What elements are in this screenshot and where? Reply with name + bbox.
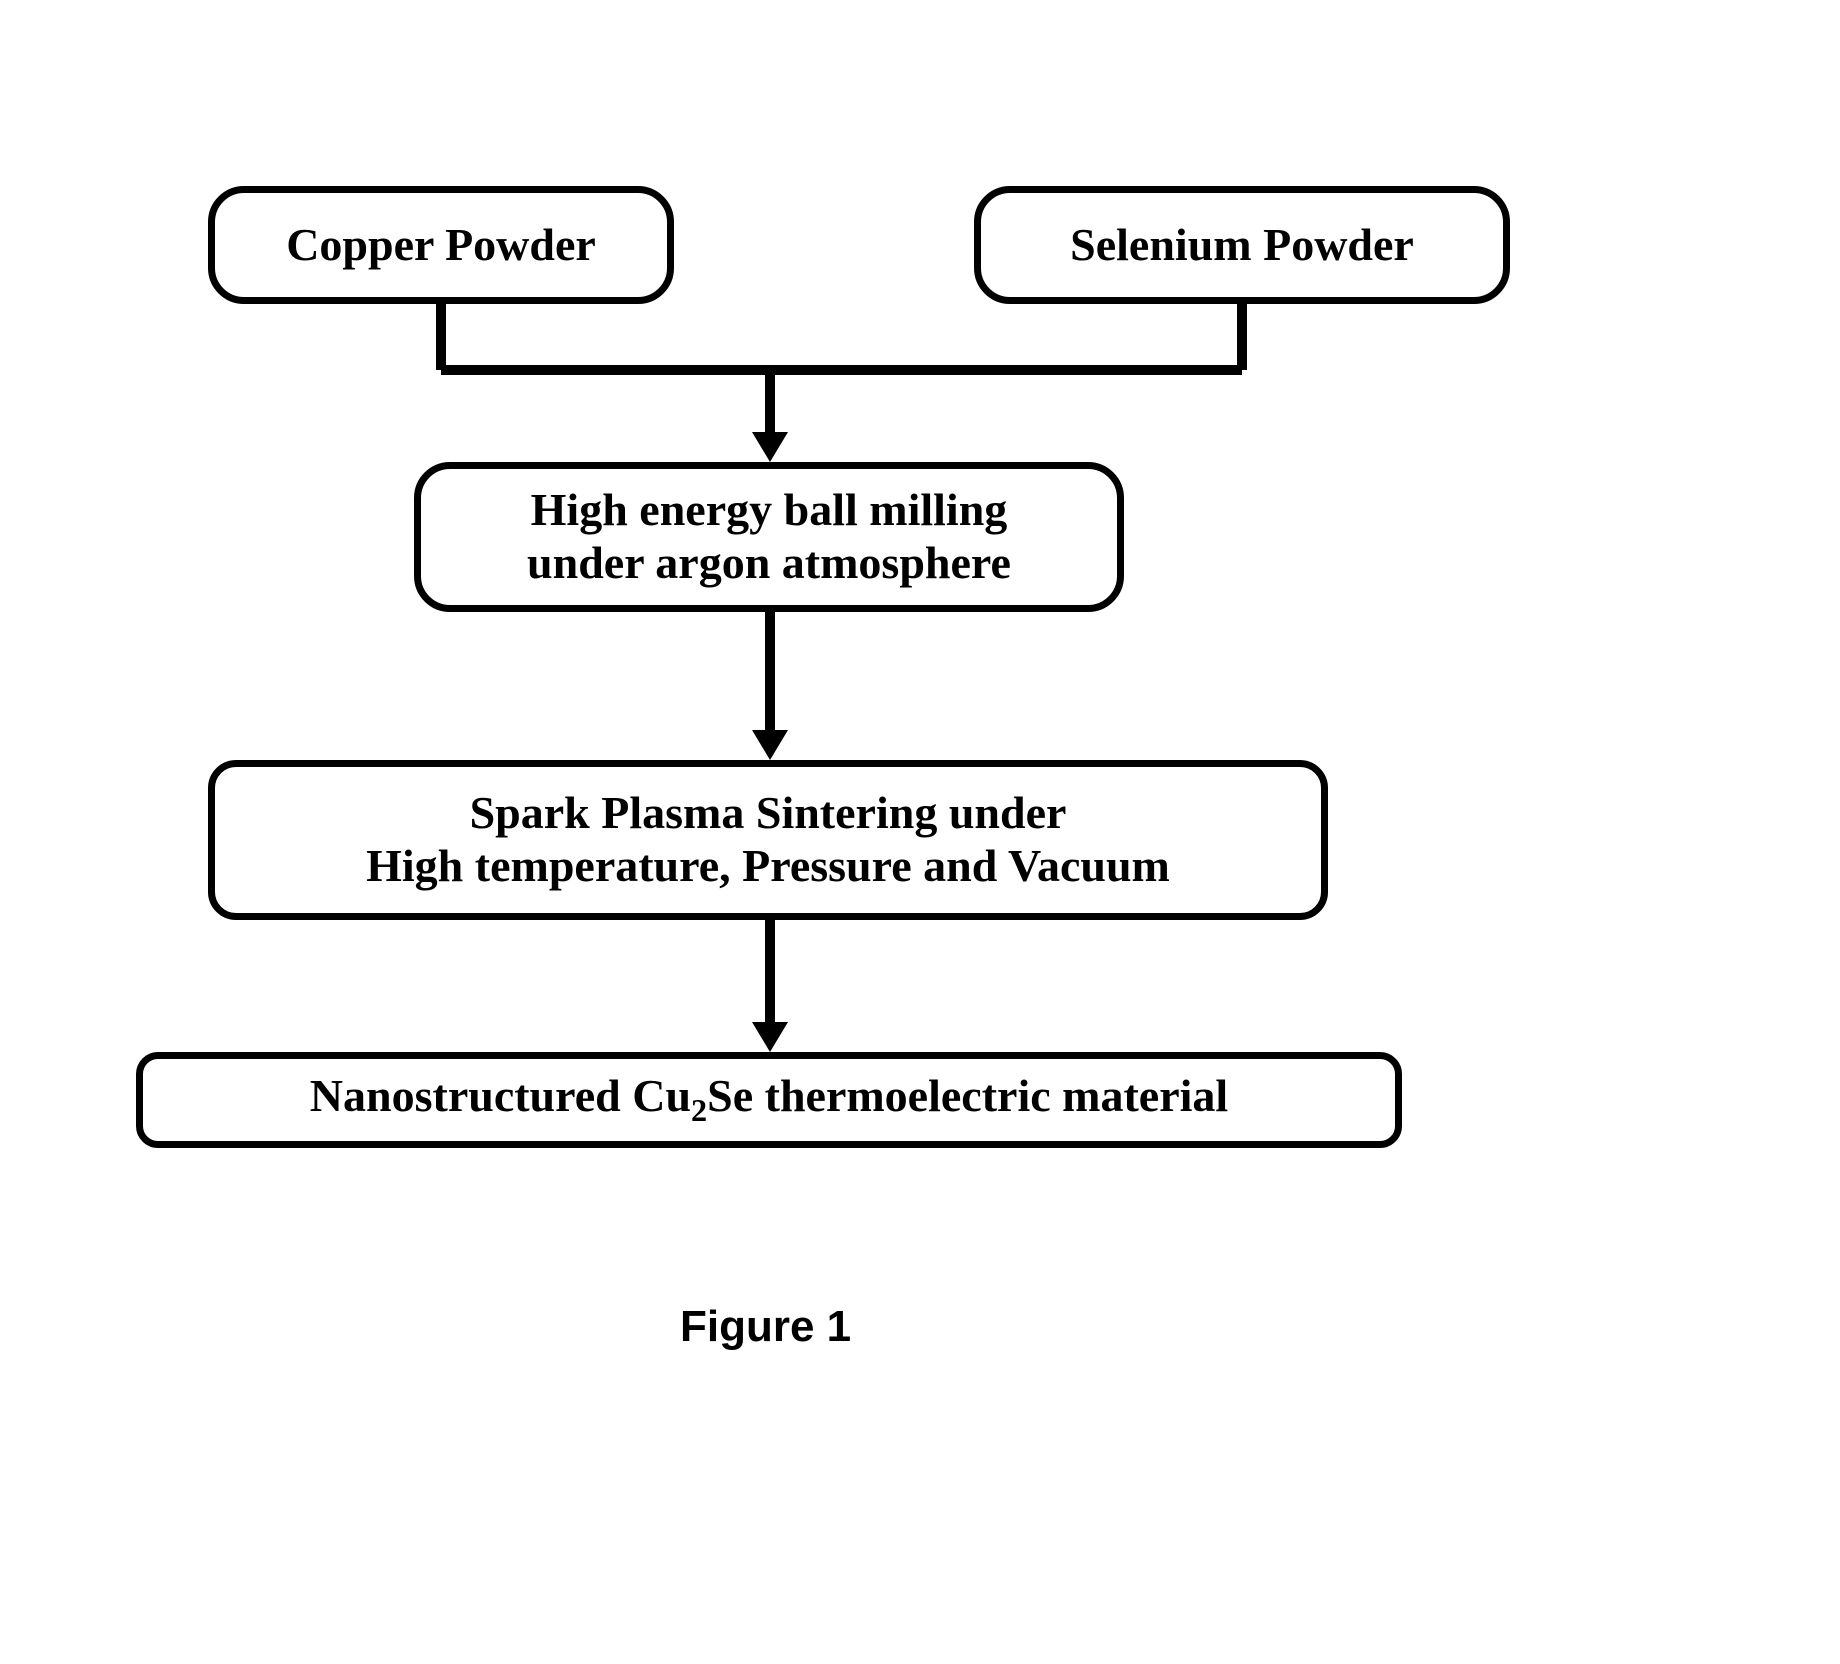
node-ball-milling: High energy ball milling under argon atm… bbox=[414, 462, 1124, 612]
node-product-prefix: Nanostructured Cu bbox=[310, 1070, 691, 1121]
node-sintering-label: Spark Plasma Sintering under High temper… bbox=[366, 787, 1170, 893]
figure-caption-text: Figure 1 bbox=[680, 1302, 851, 1351]
node-spark-plasma-sintering: Spark Plasma Sintering under High temper… bbox=[208, 760, 1328, 920]
node-product: Nanostructured Cu2Se thermoelectric mate… bbox=[136, 1052, 1402, 1148]
node-product-suffix: Se thermoelectric material bbox=[707, 1070, 1228, 1121]
node-selenium-label: Selenium Powder bbox=[1070, 219, 1414, 272]
node-milling-label: High energy ball milling under argon atm… bbox=[527, 484, 1011, 590]
node-product-label: Nanostructured Cu2Se thermoelectric mate… bbox=[310, 1070, 1228, 1129]
node-sintering-line1: Spark Plasma Sintering under bbox=[470, 787, 1067, 838]
node-selenium-powder: Selenium Powder bbox=[974, 186, 1510, 304]
node-copper-powder: Copper Powder bbox=[208, 186, 674, 304]
node-product-sub: 2 bbox=[691, 1093, 707, 1129]
flowchart-canvas: Copper Powder Selenium Powder High energ… bbox=[0, 0, 1840, 1664]
node-sintering-line2: High temperature, Pressure and Vacuum bbox=[366, 840, 1170, 891]
node-milling-line1: High energy ball milling bbox=[531, 484, 1008, 535]
figure-caption: Figure 1 bbox=[680, 1302, 851, 1352]
node-milling-line2: under argon atmosphere bbox=[527, 537, 1011, 588]
node-copper-label: Copper Powder bbox=[286, 219, 596, 272]
